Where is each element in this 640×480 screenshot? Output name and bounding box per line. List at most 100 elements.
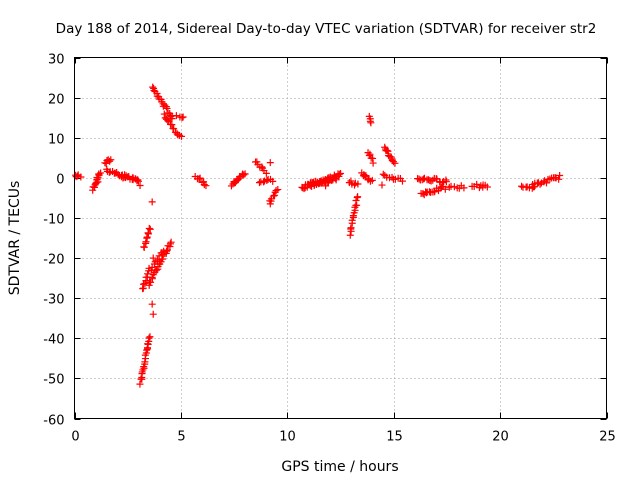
data-point — [335, 170, 343, 178]
data-point — [322, 182, 330, 190]
data-point — [346, 231, 354, 239]
data-point — [77, 173, 85, 181]
x-tick-label: 25 — [599, 430, 616, 445]
x-tick-label: 20 — [492, 430, 509, 445]
data-point — [233, 176, 241, 184]
x-tick-label: 0 — [71, 430, 79, 445]
data-point — [430, 188, 438, 196]
data-point — [241, 170, 249, 178]
data-point — [105, 168, 113, 176]
data-point — [274, 186, 282, 194]
data-point — [353, 201, 361, 209]
data-point — [347, 224, 355, 232]
data-point — [177, 132, 185, 140]
data-point — [200, 178, 208, 186]
data-point — [367, 119, 375, 127]
y-tick-label: 10 — [48, 133, 65, 148]
x-tick-label: 15 — [386, 430, 403, 445]
data-point — [95, 171, 103, 179]
data-point — [133, 176, 141, 184]
y-tick-label: -30 — [43, 293, 64, 308]
data-point — [195, 175, 203, 183]
data-point — [160, 247, 168, 255]
y-axis-label: SDTVAR / TECUs — [7, 181, 23, 296]
data-point — [556, 171, 564, 179]
data-point — [164, 117, 172, 125]
data-point — [263, 177, 271, 185]
data-point — [166, 240, 174, 248]
data-point — [167, 238, 175, 246]
y-tick-label: 30 — [48, 53, 65, 68]
x-tick-label: 10 — [279, 430, 296, 445]
data-points — [72, 83, 564, 388]
data-point — [146, 333, 154, 341]
data-point — [202, 182, 210, 190]
data-point — [422, 188, 430, 196]
y-tick-label: -20 — [43, 253, 64, 268]
data-point — [384, 147, 392, 155]
plot-area-border — [74, 57, 607, 419]
data-point — [353, 193, 361, 201]
data-point — [337, 169, 345, 177]
data-point — [158, 249, 166, 257]
data-point — [352, 196, 360, 204]
data-point — [269, 177, 277, 185]
data-point — [139, 366, 147, 374]
data-point — [149, 310, 157, 318]
data-point — [369, 159, 377, 167]
data-point — [360, 171, 368, 179]
data-point — [149, 83, 157, 91]
data-point — [398, 177, 406, 185]
data-point — [332, 176, 340, 184]
data-point — [379, 170, 387, 178]
data-point — [272, 187, 280, 195]
data-point — [555, 175, 563, 183]
data-point — [143, 233, 151, 241]
data-point — [146, 225, 154, 233]
data-point — [536, 180, 544, 188]
data-point — [106, 157, 114, 165]
chart-title: Day 188 of 2014, Sidereal Day-to-day VTE… — [56, 21, 597, 37]
y-tick-label: 20 — [48, 93, 65, 108]
data-point — [178, 114, 186, 122]
data-point — [483, 183, 491, 191]
data-point — [145, 224, 153, 232]
data-point — [354, 180, 362, 188]
data-point — [383, 146, 391, 154]
data-point — [107, 156, 115, 164]
data-point — [148, 300, 156, 308]
data-point — [331, 174, 339, 182]
data-point — [266, 200, 274, 208]
data-point — [479, 181, 487, 189]
data-point — [134, 177, 142, 185]
data-point — [269, 192, 277, 200]
data-point — [420, 175, 428, 183]
data-point — [441, 185, 449, 193]
data-point — [200, 181, 208, 189]
data-point — [144, 270, 152, 278]
axis-ticks: 0 5 10 15 20 25 -60 -50 -40 -30 -20 -10 0 10 20 30 — [43, 53, 616, 445]
data-point — [168, 115, 176, 123]
x-tick-label: 5 — [177, 430, 185, 445]
data-point — [366, 150, 374, 158]
data-point — [256, 179, 264, 187]
data-point — [300, 185, 308, 193]
data-point — [266, 159, 274, 167]
data-point — [111, 169, 119, 177]
data-point — [147, 278, 155, 286]
data-point — [258, 163, 266, 171]
data-point — [94, 178, 102, 186]
data-point — [150, 86, 158, 94]
data-point — [168, 121, 176, 129]
data-point — [163, 104, 171, 112]
data-point — [142, 238, 150, 246]
data-point — [347, 177, 355, 185]
data-point — [160, 110, 168, 118]
data-point — [542, 179, 550, 187]
y-tick-label: -10 — [43, 213, 64, 228]
data-point — [179, 113, 187, 121]
data-point — [140, 280, 148, 288]
data-point — [148, 198, 156, 206]
data-point — [442, 178, 450, 186]
data-point — [368, 176, 376, 184]
